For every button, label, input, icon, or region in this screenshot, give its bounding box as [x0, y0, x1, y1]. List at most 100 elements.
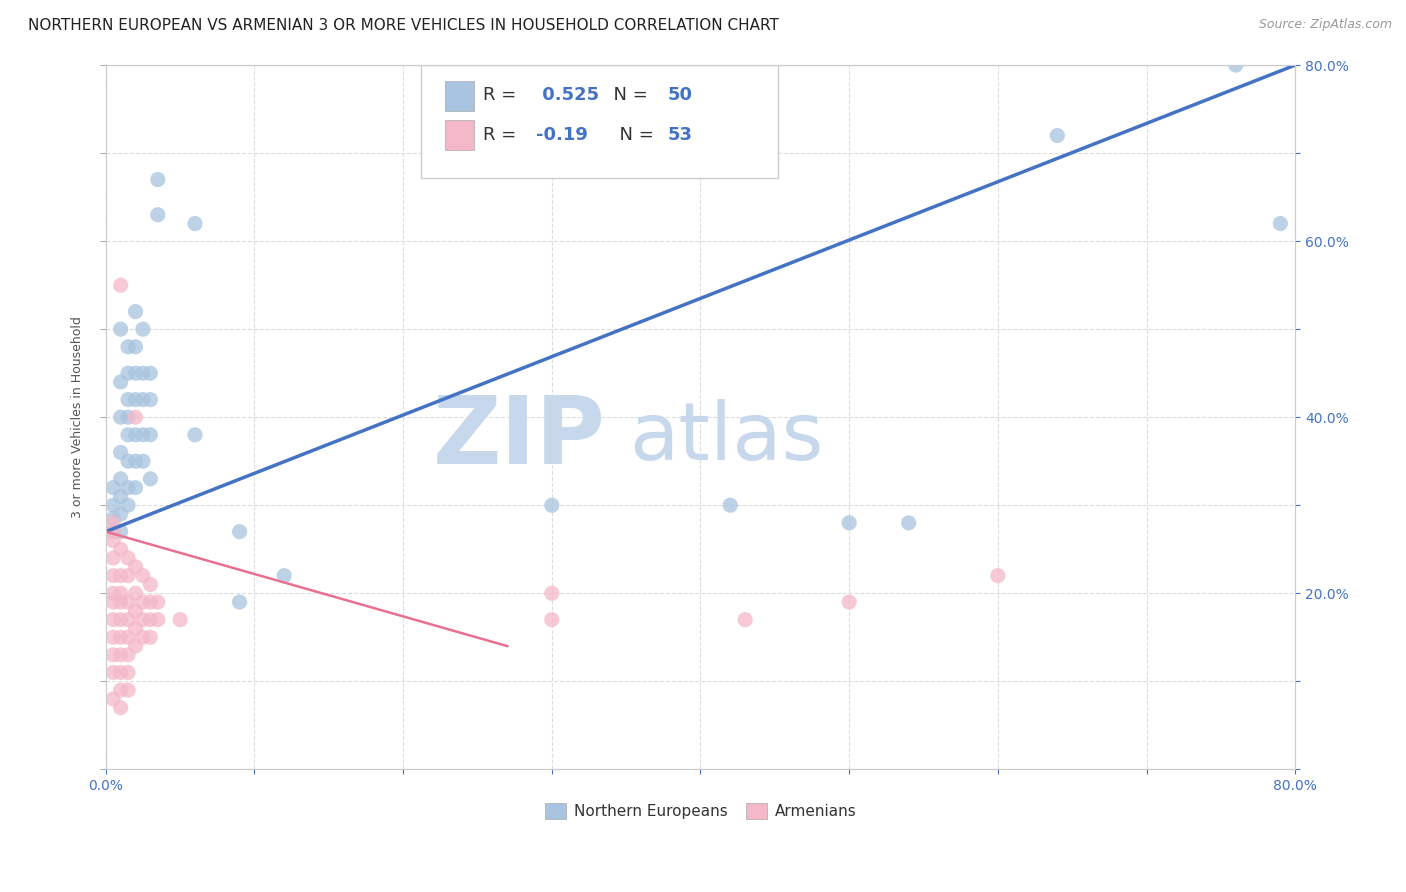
Point — [1270, 217, 1292, 231]
Point — [124, 340, 146, 354]
Point — [110, 490, 132, 504]
Point — [110, 410, 132, 425]
Point — [124, 586, 146, 600]
Point — [110, 683, 132, 698]
Point — [117, 665, 139, 680]
Point — [110, 630, 132, 644]
Point — [117, 683, 139, 698]
Point — [110, 700, 132, 714]
Point — [117, 595, 139, 609]
Point — [228, 524, 250, 539]
Point — [103, 648, 125, 662]
Point — [103, 533, 125, 548]
Point — [117, 498, 139, 512]
Text: ZIP: ZIP — [433, 392, 606, 484]
Point — [139, 595, 162, 609]
Point — [110, 322, 132, 336]
Point — [897, 516, 920, 530]
Point — [117, 410, 139, 425]
Point — [124, 622, 146, 636]
Point — [132, 630, 155, 644]
Text: R =: R = — [482, 126, 522, 144]
Point — [103, 665, 125, 680]
Point — [124, 304, 146, 318]
Text: Source: ZipAtlas.com: Source: ZipAtlas.com — [1258, 18, 1392, 31]
Point — [124, 604, 146, 618]
Point — [103, 630, 125, 644]
Point — [124, 454, 146, 468]
Text: atlas: atlas — [628, 400, 824, 477]
Text: -0.19: -0.19 — [536, 126, 588, 144]
Point — [110, 542, 132, 557]
Point — [117, 630, 139, 644]
Point — [228, 595, 250, 609]
Point — [103, 498, 125, 512]
Point — [124, 366, 146, 380]
Point — [139, 613, 162, 627]
Point — [103, 692, 125, 706]
Point — [110, 524, 132, 539]
Text: NORTHERN EUROPEAN VS ARMENIAN 3 OR MORE VEHICLES IN HOUSEHOLD CORRELATION CHART: NORTHERN EUROPEAN VS ARMENIAN 3 OR MORE … — [28, 18, 779, 33]
Y-axis label: 3 or more Vehicles in Household: 3 or more Vehicles in Household — [72, 317, 84, 518]
Point — [110, 586, 132, 600]
Point — [132, 568, 155, 582]
Point — [139, 392, 162, 407]
Point — [117, 481, 139, 495]
Point — [734, 613, 756, 627]
Point — [124, 481, 146, 495]
FancyBboxPatch shape — [420, 65, 778, 178]
Point — [540, 498, 562, 512]
Point — [117, 568, 139, 582]
Point — [540, 586, 562, 600]
Text: 50: 50 — [668, 87, 692, 104]
Point — [110, 472, 132, 486]
Point — [103, 524, 125, 539]
Point — [184, 427, 207, 442]
Point — [110, 375, 132, 389]
Point — [117, 427, 139, 442]
Text: R =: R = — [482, 87, 522, 104]
Point — [110, 278, 132, 293]
Point — [718, 498, 741, 512]
Point — [110, 595, 132, 609]
Text: N =: N = — [602, 87, 654, 104]
Point — [132, 595, 155, 609]
Point — [117, 551, 139, 566]
Point — [117, 392, 139, 407]
Point — [110, 665, 132, 680]
Point — [110, 507, 132, 521]
Point — [124, 559, 146, 574]
Point — [132, 392, 155, 407]
Point — [1225, 58, 1247, 72]
Point — [139, 427, 162, 442]
Point — [103, 481, 125, 495]
Point — [103, 568, 125, 582]
Point — [540, 613, 562, 627]
Point — [124, 639, 146, 653]
Point — [110, 648, 132, 662]
Point — [146, 172, 169, 186]
Point — [838, 516, 860, 530]
Point — [103, 613, 125, 627]
Point — [103, 595, 125, 609]
Point — [987, 568, 1010, 582]
Point — [1046, 128, 1069, 143]
Point — [132, 613, 155, 627]
Point — [139, 366, 162, 380]
Point — [132, 366, 155, 380]
Point — [146, 613, 169, 627]
FancyBboxPatch shape — [444, 120, 474, 150]
Point — [132, 427, 155, 442]
Point — [110, 445, 132, 459]
Point — [103, 551, 125, 566]
Point — [838, 595, 860, 609]
Point — [139, 472, 162, 486]
Point — [103, 516, 125, 530]
Text: N =: N = — [607, 126, 659, 144]
Point — [117, 648, 139, 662]
Text: 0.525: 0.525 — [536, 87, 599, 104]
Point — [110, 613, 132, 627]
Point — [132, 454, 155, 468]
Point — [169, 613, 191, 627]
Point — [117, 340, 139, 354]
